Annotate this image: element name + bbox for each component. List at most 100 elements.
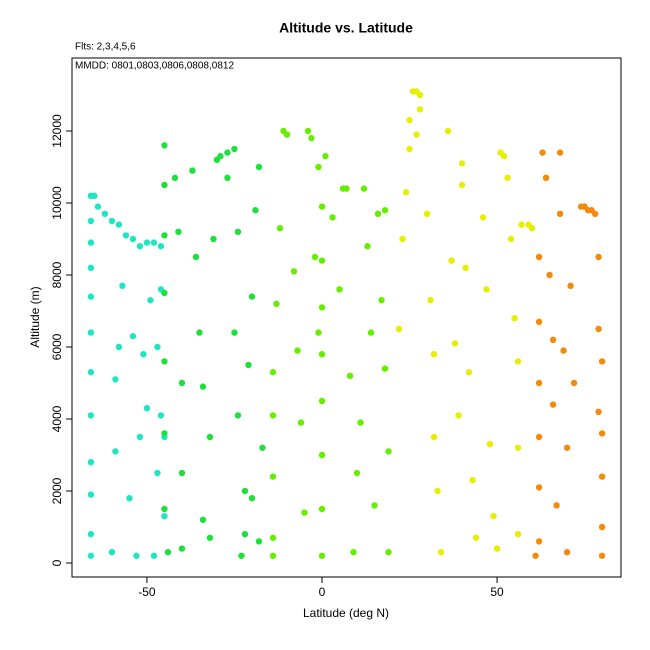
point: [245, 361, 252, 369]
point: [150, 552, 158, 559]
point: [87, 329, 95, 336]
point: [598, 473, 606, 480]
point: [255, 163, 263, 171]
point: [91, 192, 98, 200]
point: [542, 174, 550, 182]
point: [553, 502, 560, 509]
point: [570, 379, 578, 387]
point: [371, 502, 378, 509]
x-axis-label: Latitude (deg N): [303, 606, 389, 620]
point: [87, 412, 95, 419]
point: [455, 412, 462, 419]
point: [528, 225, 536, 232]
point: [143, 239, 151, 246]
point: [241, 487, 249, 495]
point: [87, 293, 95, 300]
x-tick-label: -50: [138, 585, 156, 599]
annotation: Flts: 2,3,4,5,6: [75, 42, 136, 53]
point: [399, 235, 406, 243]
point: [556, 210, 564, 218]
point: [514, 358, 522, 365]
point: [311, 253, 319, 261]
point: [535, 379, 543, 387]
point: [490, 512, 497, 520]
point: [238, 552, 245, 559]
point: [472, 534, 480, 541]
point: [231, 145, 238, 153]
point: [294, 347, 301, 354]
point: [451, 340, 459, 347]
point: [217, 153, 224, 160]
point: [469, 476, 476, 484]
point: [196, 329, 203, 336]
point: [535, 538, 543, 545]
point: [283, 131, 291, 138]
point: [535, 253, 543, 261]
point: [259, 444, 266, 451]
point: [423, 210, 431, 218]
point: [318, 397, 326, 405]
point: [154, 343, 161, 351]
point: [161, 512, 168, 520]
point: [549, 336, 557, 344]
point: [493, 545, 501, 552]
point: [318, 203, 326, 210]
point: [532, 552, 539, 559]
point: [535, 484, 543, 491]
point: [269, 473, 277, 480]
point: [108, 217, 116, 225]
point: [304, 127, 312, 135]
point: [378, 297, 385, 304]
point: [178, 545, 186, 552]
point: [297, 419, 305, 426]
point: [448, 257, 455, 264]
point: [406, 145, 413, 153]
point: [434, 487, 441, 495]
y-axis-label: Altitude (m): [28, 286, 42, 347]
point: [161, 358, 168, 365]
point: [318, 451, 326, 459]
point: [560, 347, 567, 354]
point: [591, 210, 599, 218]
point: [136, 243, 144, 250]
point: [269, 412, 277, 419]
point: [252, 207, 259, 214]
point: [318, 505, 326, 513]
point: [224, 149, 231, 156]
point: [87, 264, 95, 272]
point: [161, 505, 168, 513]
point: [413, 131, 420, 138]
point: [129, 333, 137, 340]
point: [549, 401, 557, 408]
point: [94, 203, 102, 210]
point: [136, 433, 144, 441]
point: [486, 440, 494, 448]
point: [514, 530, 522, 538]
point: [108, 548, 116, 556]
point: [430, 433, 438, 441]
point: [385, 548, 392, 556]
point: [507, 235, 515, 243]
point: [140, 351, 147, 358]
point: [563, 548, 571, 556]
point: [154, 469, 161, 477]
point: [556, 149, 564, 156]
point: [539, 149, 546, 156]
point: [511, 315, 518, 322]
point: [346, 372, 354, 380]
point: [465, 369, 473, 376]
point: [119, 282, 126, 290]
point: [206, 534, 214, 541]
point: [374, 210, 382, 218]
point: [318, 257, 326, 264]
point: [308, 135, 315, 142]
point: [381, 365, 389, 372]
point: [598, 430, 606, 437]
point: [273, 300, 280, 308]
plot-frame: [71, 57, 622, 578]
point: [427, 297, 434, 304]
point: [122, 232, 130, 239]
point: [234, 412, 242, 419]
point: [416, 106, 424, 113]
